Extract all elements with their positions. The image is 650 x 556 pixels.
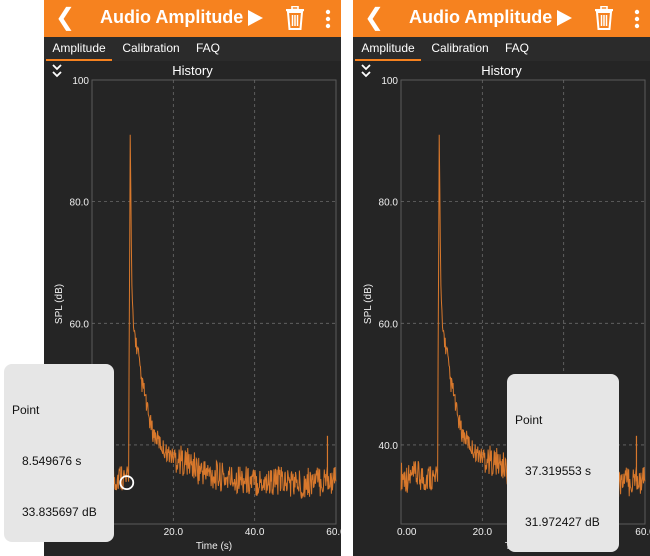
tab-amplitude[interactable]: Amplitude <box>46 37 112 61</box>
y-axis-label: SPL (dB) <box>54 284 65 324</box>
tooltip-level: 31.972427 dB <box>525 515 600 529</box>
y-tick-label: 60.0 <box>70 319 90 330</box>
point-tooltip: Point 37.319553 s 31.972427 dB <box>507 374 619 552</box>
tooltip-time: 8.549676 s <box>22 454 82 468</box>
x-axis-label: Time (s) <box>196 541 232 552</box>
more-options-icon[interactable] <box>323 7 333 31</box>
history-title: History <box>172 63 213 78</box>
app-bar: ❮ Audio Amplitude <box>353 0 650 37</box>
y-axis-label: SPL (dB) <box>363 284 374 324</box>
y-tick-label: 100 <box>72 76 89 87</box>
x-tick-label: 40.0 <box>245 527 265 538</box>
x-tick-label: 20.0 <box>164 527 184 538</box>
tooltip-heading: Point <box>12 403 40 417</box>
y-tick-label: 80.0 <box>379 198 399 209</box>
y-tick-label: 80.0 <box>70 198 90 209</box>
trash-icon[interactable] <box>593 6 615 30</box>
collapse-icon[interactable] <box>51 63 63 79</box>
y-tick-label: 100 <box>381 76 398 87</box>
tab-bar: Amplitude Calibration FAQ <box>44 37 341 61</box>
x-tick-label: 0.00 <box>397 527 417 538</box>
tooltip-time: 37.319553 s <box>525 464 592 478</box>
back-button[interactable]: ❮ <box>363 4 385 31</box>
x-tick-label: 20.0 <box>473 527 493 538</box>
x-tick-label: 60.0 <box>635 527 650 538</box>
y-tick-label: 60.0 <box>379 319 399 330</box>
selected-point-marker[interactable] <box>119 475 135 491</box>
history-title: History <box>481 63 522 78</box>
tab-calibration[interactable]: Calibration <box>122 41 180 55</box>
y-tick-label: 40.0 <box>379 441 399 452</box>
point-tooltip: Point 8.549676 s 33.835697 dB <box>4 364 114 542</box>
app-bar: ❮ Audio Amplitude <box>44 0 341 37</box>
app-title: Audio Amplitude <box>100 7 244 27</box>
tab-faq[interactable]: FAQ <box>195 41 220 55</box>
x-tick-label: 60.0 <box>326 527 341 538</box>
tooltip-heading: Point <box>515 413 543 427</box>
tooltip-level: 33.835697 dB <box>22 505 97 519</box>
trash-icon[interactable] <box>284 6 306 30</box>
app-title: Audio Amplitude <box>409 7 553 27</box>
tab-faq[interactable]: FAQ <box>504 41 529 55</box>
plot-frame <box>91 79 337 525</box>
collapse-icon[interactable] <box>360 63 372 79</box>
tab-calibration[interactable]: Calibration <box>431 41 489 55</box>
spl-trace <box>91 134 337 499</box>
more-options-icon[interactable] <box>632 7 642 31</box>
tab-amplitude[interactable]: Amplitude <box>355 37 421 61</box>
back-button[interactable]: ❮ <box>54 4 76 31</box>
play-icon[interactable] <box>245 8 265 28</box>
play-icon[interactable] <box>554 8 574 28</box>
tab-bar: Amplitude Calibration FAQ <box>353 37 650 61</box>
